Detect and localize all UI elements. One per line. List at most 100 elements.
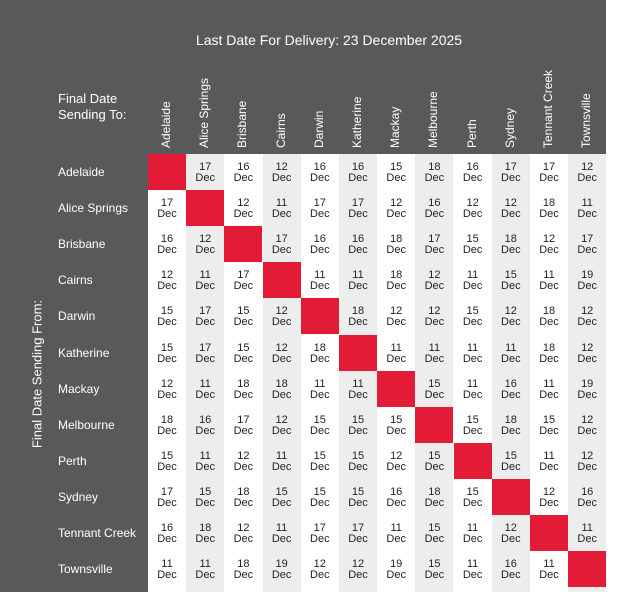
date-cell: 12 Dec [377,449,415,487]
date-cell: 11 Dec [377,523,415,559]
date-cell: 15 Dec [530,413,568,451]
cell-day: 15 [275,485,288,498]
date-cell: 11 Dec [339,378,377,415]
cell-day: 15 [428,558,441,571]
date-cell: 16 Dec [492,559,530,595]
cell-day: 11 [352,269,364,282]
column-header: Perth [464,119,479,148]
cell-month: Dec [348,208,368,221]
cell-month: Dec [348,172,368,184]
cell-day: 11 [543,449,555,462]
cell-month: Dec [386,280,406,293]
cell-month: Dec [195,533,215,545]
date-cell: 16 Dec [301,162,339,198]
cell-month: Dec [386,316,406,329]
cell-day: 15 [466,305,479,318]
date-cell: 18 Dec [530,342,568,379]
date-cell: 11 Dec [492,341,530,379]
date-cell: 16 Dec [454,162,492,198]
date-cell: 18 Dec [224,378,262,415]
date-cell: 15 Dec [454,234,492,270]
cell-month: Dec [195,244,215,257]
cell-day: 11 [390,522,402,534]
sending-from-label: Final Date Sending From: [29,299,45,449]
cell-month: Dec [462,316,483,329]
cell-month: Dec [157,208,177,221]
cell-month: Dec [539,388,559,401]
cell-day: 17 [160,485,174,498]
cell-month: Dec [348,244,368,257]
date-cell: 17 Dec [415,234,453,270]
cell-month: Dec [386,533,406,545]
cell-month: Dec [310,280,330,293]
cell-day: 16 [466,161,479,173]
cell-day: 17 [160,197,174,210]
cell-month: Dec [310,533,330,545]
column-header: Melbourne [426,91,441,148]
date-cell: 12 Dec [148,378,186,415]
date-cell: 16 Dec [339,234,377,270]
cell-month: Dec [386,569,406,582]
cell-day: 11 [543,269,555,282]
cell-month: Dec [157,316,177,329]
cell-day: 15 [390,413,403,426]
cell-month: Dec [233,496,254,509]
date-cell: 15 Dec [186,486,224,523]
cell-day: 12 [581,161,594,173]
cell-day: 12 [237,449,250,462]
cell-day: 12 [581,413,594,426]
diagonal-cell [530,515,568,551]
date-cell: 11 Dec [454,342,492,379]
cell-day: 12 [581,305,594,318]
date-cell: 12 Dec [224,449,262,487]
cell-day: 16 [313,233,326,246]
cell-month: Dec [424,352,445,365]
cell-day: 12 [504,305,517,318]
date-cell: 18 Dec [263,378,301,415]
cell-day: 15 [542,413,556,426]
cell-day: 19 [390,558,403,571]
cell-month: Dec [195,424,215,437]
date-cell: 15 Dec [492,450,530,487]
cell-month: Dec [501,352,521,365]
cell-month: Dec [271,533,292,545]
cell-month: Dec [424,280,445,293]
date-cell: 11 Dec [186,559,224,595]
date-cell: 15 Dec [148,450,186,487]
cell-day: 17 [275,233,288,246]
date-cell: 11 Dec [530,449,568,487]
row-header: Tennant Creek [58,526,137,540]
cell-month: Dec [462,208,483,221]
diagonal-cell [186,190,225,227]
date-cell: 17 Dec [263,234,301,270]
column-shade [262,154,301,592]
cell-month: Dec [271,352,292,365]
date-cell: 17 Dec [301,198,339,234]
date-cell: 15 Dec [301,450,339,487]
cell-day: 12 [275,161,288,173]
cell-day: 17 [313,522,326,534]
cell-day: 16 [428,197,441,210]
cell-day: 15 [313,413,326,426]
column-header: Adelaide [159,101,173,148]
date-cell: 16 Dec [339,162,377,198]
cell-month: Dec [233,208,254,221]
date-cell: 11 Dec [186,378,224,415]
date-cell: 15 Dec [148,306,186,342]
date-cell: 11 Dec [530,559,568,595]
date-cell: 12 Dec [301,559,339,595]
column-header: Sydney [502,107,517,148]
date-cell: 18 Dec [148,414,186,451]
cell-month: Dec [195,352,215,365]
cell-day: 15 [466,485,479,498]
cell-month: Dec [310,244,330,257]
cell-day: 11 [505,341,517,354]
date-cell: 19 Dec [263,559,301,595]
cell-day: 11 [390,341,402,354]
date-cell: 12 Dec [568,450,606,487]
cell-day: 11 [466,269,479,282]
date-cell: 17 Dec [148,198,186,234]
cell-day: 12 [390,449,403,462]
cell-month: Dec [233,352,254,365]
